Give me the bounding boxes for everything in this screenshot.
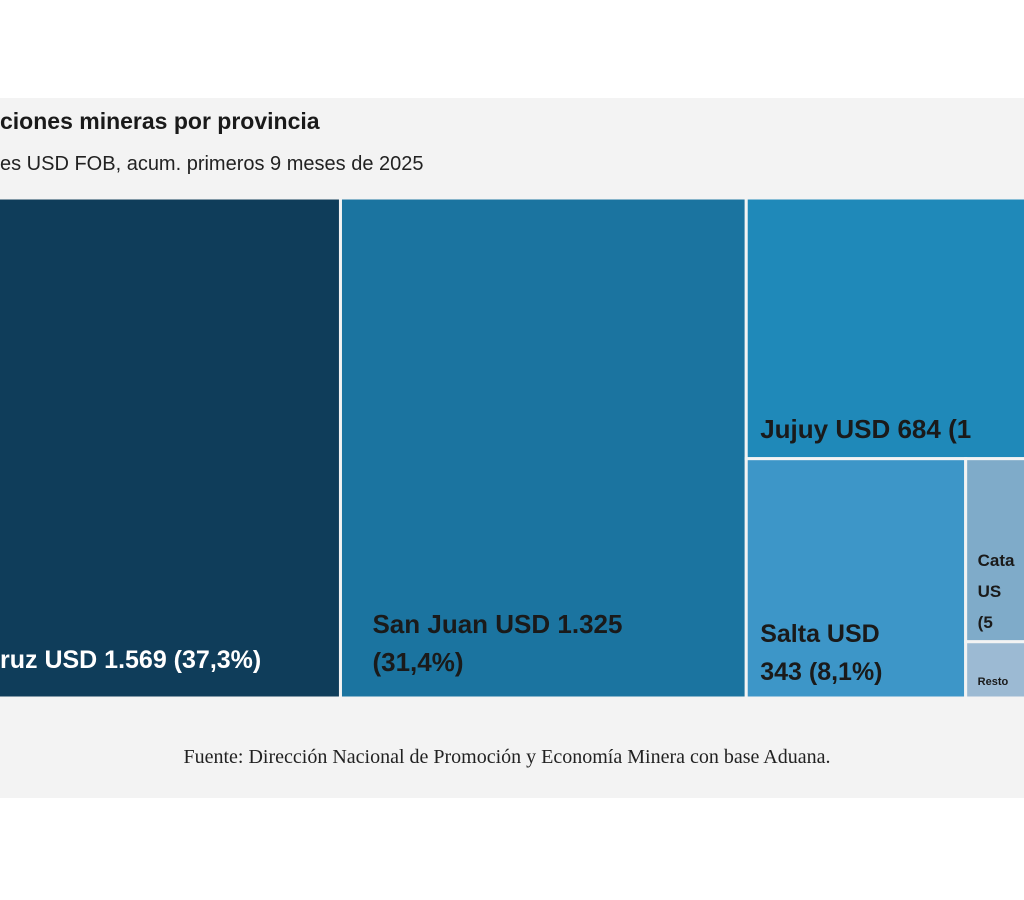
tile-label: ruz USD 1.569 (37,3%) bbox=[0, 646, 261, 674]
tile bbox=[338, 196, 748, 700]
tile-label: Jujuy USD 684 (1 bbox=[760, 414, 971, 444]
tile bbox=[964, 640, 1024, 700]
tile-label: 343 (8,1%) bbox=[760, 658, 882, 686]
tile bbox=[0, 196, 342, 700]
tile-label: Resto bbox=[978, 676, 1009, 688]
tile-label: Cata bbox=[978, 551, 1015, 570]
chart-subtitle: es USD FOB, acum. primeros 9 meses de 20… bbox=[0, 153, 424, 175]
tile-label: (5 bbox=[978, 613, 993, 632]
tile-label: San Juan USD 1.325 bbox=[372, 609, 622, 639]
tile bbox=[744, 457, 968, 700]
tile-label: (31,4%) bbox=[372, 647, 463, 677]
tile-label: Salta USD bbox=[760, 620, 879, 648]
chart-title: ciones mineras por provincia bbox=[0, 108, 320, 134]
tile bbox=[964, 457, 1024, 644]
source-note: Fuente: Dirección Nacional de Promoción … bbox=[183, 746, 830, 768]
tile-label: US bbox=[978, 582, 1002, 601]
